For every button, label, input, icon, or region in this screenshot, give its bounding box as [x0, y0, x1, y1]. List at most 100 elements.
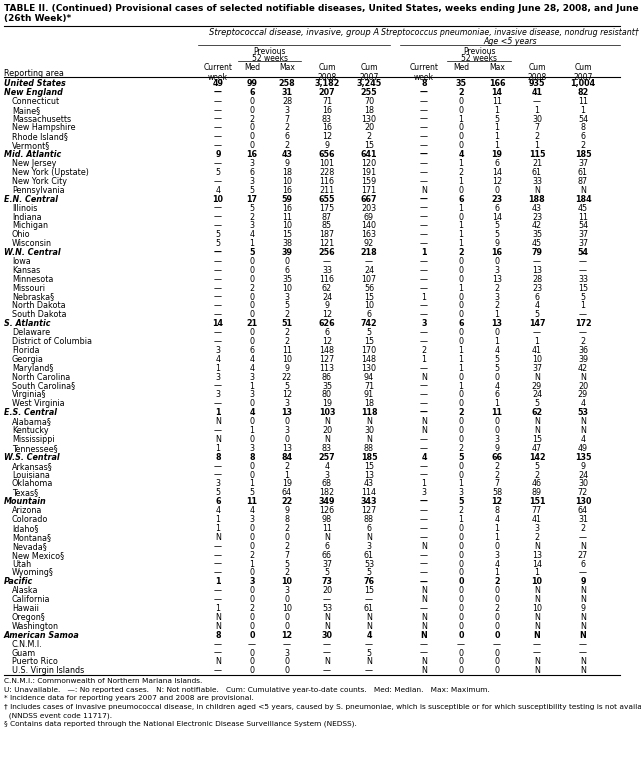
- Text: N: N: [579, 631, 587, 639]
- Text: Maine§: Maine§: [12, 106, 40, 115]
- Text: 66: 66: [322, 551, 332, 559]
- Text: 1: 1: [249, 480, 254, 489]
- Text: 21: 21: [532, 159, 542, 168]
- Text: 33: 33: [532, 177, 542, 186]
- Text: 5: 5: [215, 230, 221, 239]
- Text: 5: 5: [249, 185, 254, 195]
- Text: 68: 68: [322, 480, 332, 489]
- Text: 30: 30: [364, 426, 374, 435]
- Text: 0: 0: [458, 328, 463, 338]
- Text: 935: 935: [529, 79, 545, 88]
- Text: 4: 4: [494, 559, 499, 569]
- Text: 42: 42: [578, 364, 588, 372]
- Text: —: —: [214, 667, 222, 675]
- Text: 37: 37: [532, 364, 542, 372]
- Text: 1: 1: [249, 426, 254, 435]
- Text: 2: 2: [367, 133, 372, 141]
- Text: 4: 4: [324, 462, 329, 471]
- Text: N: N: [215, 622, 221, 631]
- Text: 0: 0: [249, 533, 254, 542]
- Text: American Samoa: American Samoa: [4, 631, 79, 639]
- Text: —: —: [533, 328, 541, 338]
- Text: 10: 10: [531, 577, 542, 587]
- Text: 118: 118: [361, 408, 378, 417]
- Text: 121: 121: [319, 239, 335, 248]
- Text: 3: 3: [494, 435, 499, 444]
- Text: 23: 23: [492, 195, 503, 204]
- Text: 84: 84: [281, 453, 292, 462]
- Text: 1: 1: [581, 106, 585, 115]
- Text: 0: 0: [458, 293, 463, 302]
- Text: New Mexico§: New Mexico§: [12, 551, 64, 559]
- Text: 3: 3: [421, 319, 427, 328]
- Text: 18: 18: [364, 106, 374, 115]
- Text: 0: 0: [494, 649, 499, 657]
- Text: N: N: [324, 622, 330, 631]
- Text: 16: 16: [247, 151, 258, 159]
- Text: Cum
2007: Cum 2007: [360, 63, 379, 82]
- Text: Delaware: Delaware: [12, 328, 50, 338]
- Text: 258: 258: [279, 79, 296, 88]
- Text: 0: 0: [458, 649, 463, 657]
- Text: N: N: [534, 185, 540, 195]
- Text: 2: 2: [285, 328, 290, 338]
- Text: 2: 2: [494, 604, 499, 613]
- Text: Age <5 years: Age <5 years: [483, 37, 537, 46]
- Text: 0: 0: [494, 657, 499, 667]
- Text: 166: 166: [488, 79, 505, 88]
- Text: 6: 6: [249, 346, 254, 355]
- Text: 5: 5: [494, 355, 499, 364]
- Text: N: N: [324, 613, 330, 622]
- Text: 0: 0: [458, 622, 463, 631]
- Text: 0: 0: [458, 587, 463, 595]
- Text: 2: 2: [494, 284, 499, 293]
- Text: N: N: [534, 417, 540, 426]
- Text: 58: 58: [492, 488, 502, 497]
- Text: 256: 256: [319, 248, 335, 257]
- Text: Max: Max: [489, 63, 505, 72]
- Text: 39: 39: [578, 355, 588, 364]
- Text: —: —: [420, 284, 428, 293]
- Text: Med: Med: [453, 63, 469, 72]
- Text: 1: 1: [494, 533, 499, 542]
- Text: 9: 9: [285, 159, 290, 168]
- Text: 17: 17: [247, 195, 258, 204]
- Text: Ohio: Ohio: [12, 230, 31, 239]
- Text: 2: 2: [285, 542, 290, 551]
- Text: (26th Week)*: (26th Week)*: [4, 14, 71, 23]
- Text: N: N: [421, 613, 427, 622]
- Text: 1: 1: [458, 480, 463, 489]
- Text: 655: 655: [319, 195, 335, 204]
- Text: Kansas: Kansas: [12, 266, 40, 275]
- Text: —: —: [214, 213, 222, 221]
- Text: 0: 0: [249, 622, 254, 631]
- Text: 113: 113: [319, 364, 335, 372]
- Text: 80: 80: [322, 390, 332, 400]
- Text: 37: 37: [578, 230, 588, 239]
- Text: 203: 203: [362, 203, 376, 213]
- Text: 0: 0: [458, 462, 463, 471]
- Text: 1,004: 1,004: [570, 79, 595, 88]
- Text: 10: 10: [213, 195, 224, 204]
- Text: 140: 140: [362, 221, 376, 230]
- Text: 11: 11: [492, 97, 502, 106]
- Text: 15: 15: [364, 293, 374, 302]
- Text: 3: 3: [494, 266, 499, 275]
- Text: 41: 41: [531, 88, 542, 97]
- Text: 16: 16: [282, 185, 292, 195]
- Text: 2: 2: [458, 506, 463, 515]
- Text: Michigan: Michigan: [12, 221, 48, 230]
- Text: N: N: [421, 667, 427, 675]
- Text: 2: 2: [458, 444, 463, 453]
- Text: 35: 35: [322, 382, 332, 390]
- Text: 2: 2: [458, 168, 463, 177]
- Text: N: N: [580, 613, 586, 622]
- Text: 0: 0: [458, 667, 463, 675]
- Text: 0: 0: [249, 417, 254, 426]
- Text: 188: 188: [529, 195, 545, 204]
- Text: 88: 88: [364, 444, 374, 453]
- Text: 1: 1: [458, 515, 463, 524]
- Text: 66: 66: [492, 453, 503, 462]
- Text: 8: 8: [215, 631, 221, 639]
- Text: 9: 9: [581, 462, 586, 471]
